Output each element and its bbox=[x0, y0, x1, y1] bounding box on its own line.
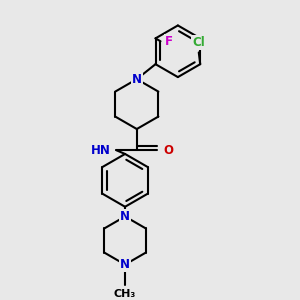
Text: N: N bbox=[120, 210, 130, 223]
Text: F: F bbox=[165, 35, 173, 48]
Text: O: O bbox=[164, 144, 174, 157]
Text: N: N bbox=[120, 258, 130, 271]
Text: HN: HN bbox=[91, 144, 111, 157]
Text: Cl: Cl bbox=[192, 36, 205, 49]
Text: N: N bbox=[132, 73, 142, 85]
Text: CH₃: CH₃ bbox=[114, 289, 136, 299]
